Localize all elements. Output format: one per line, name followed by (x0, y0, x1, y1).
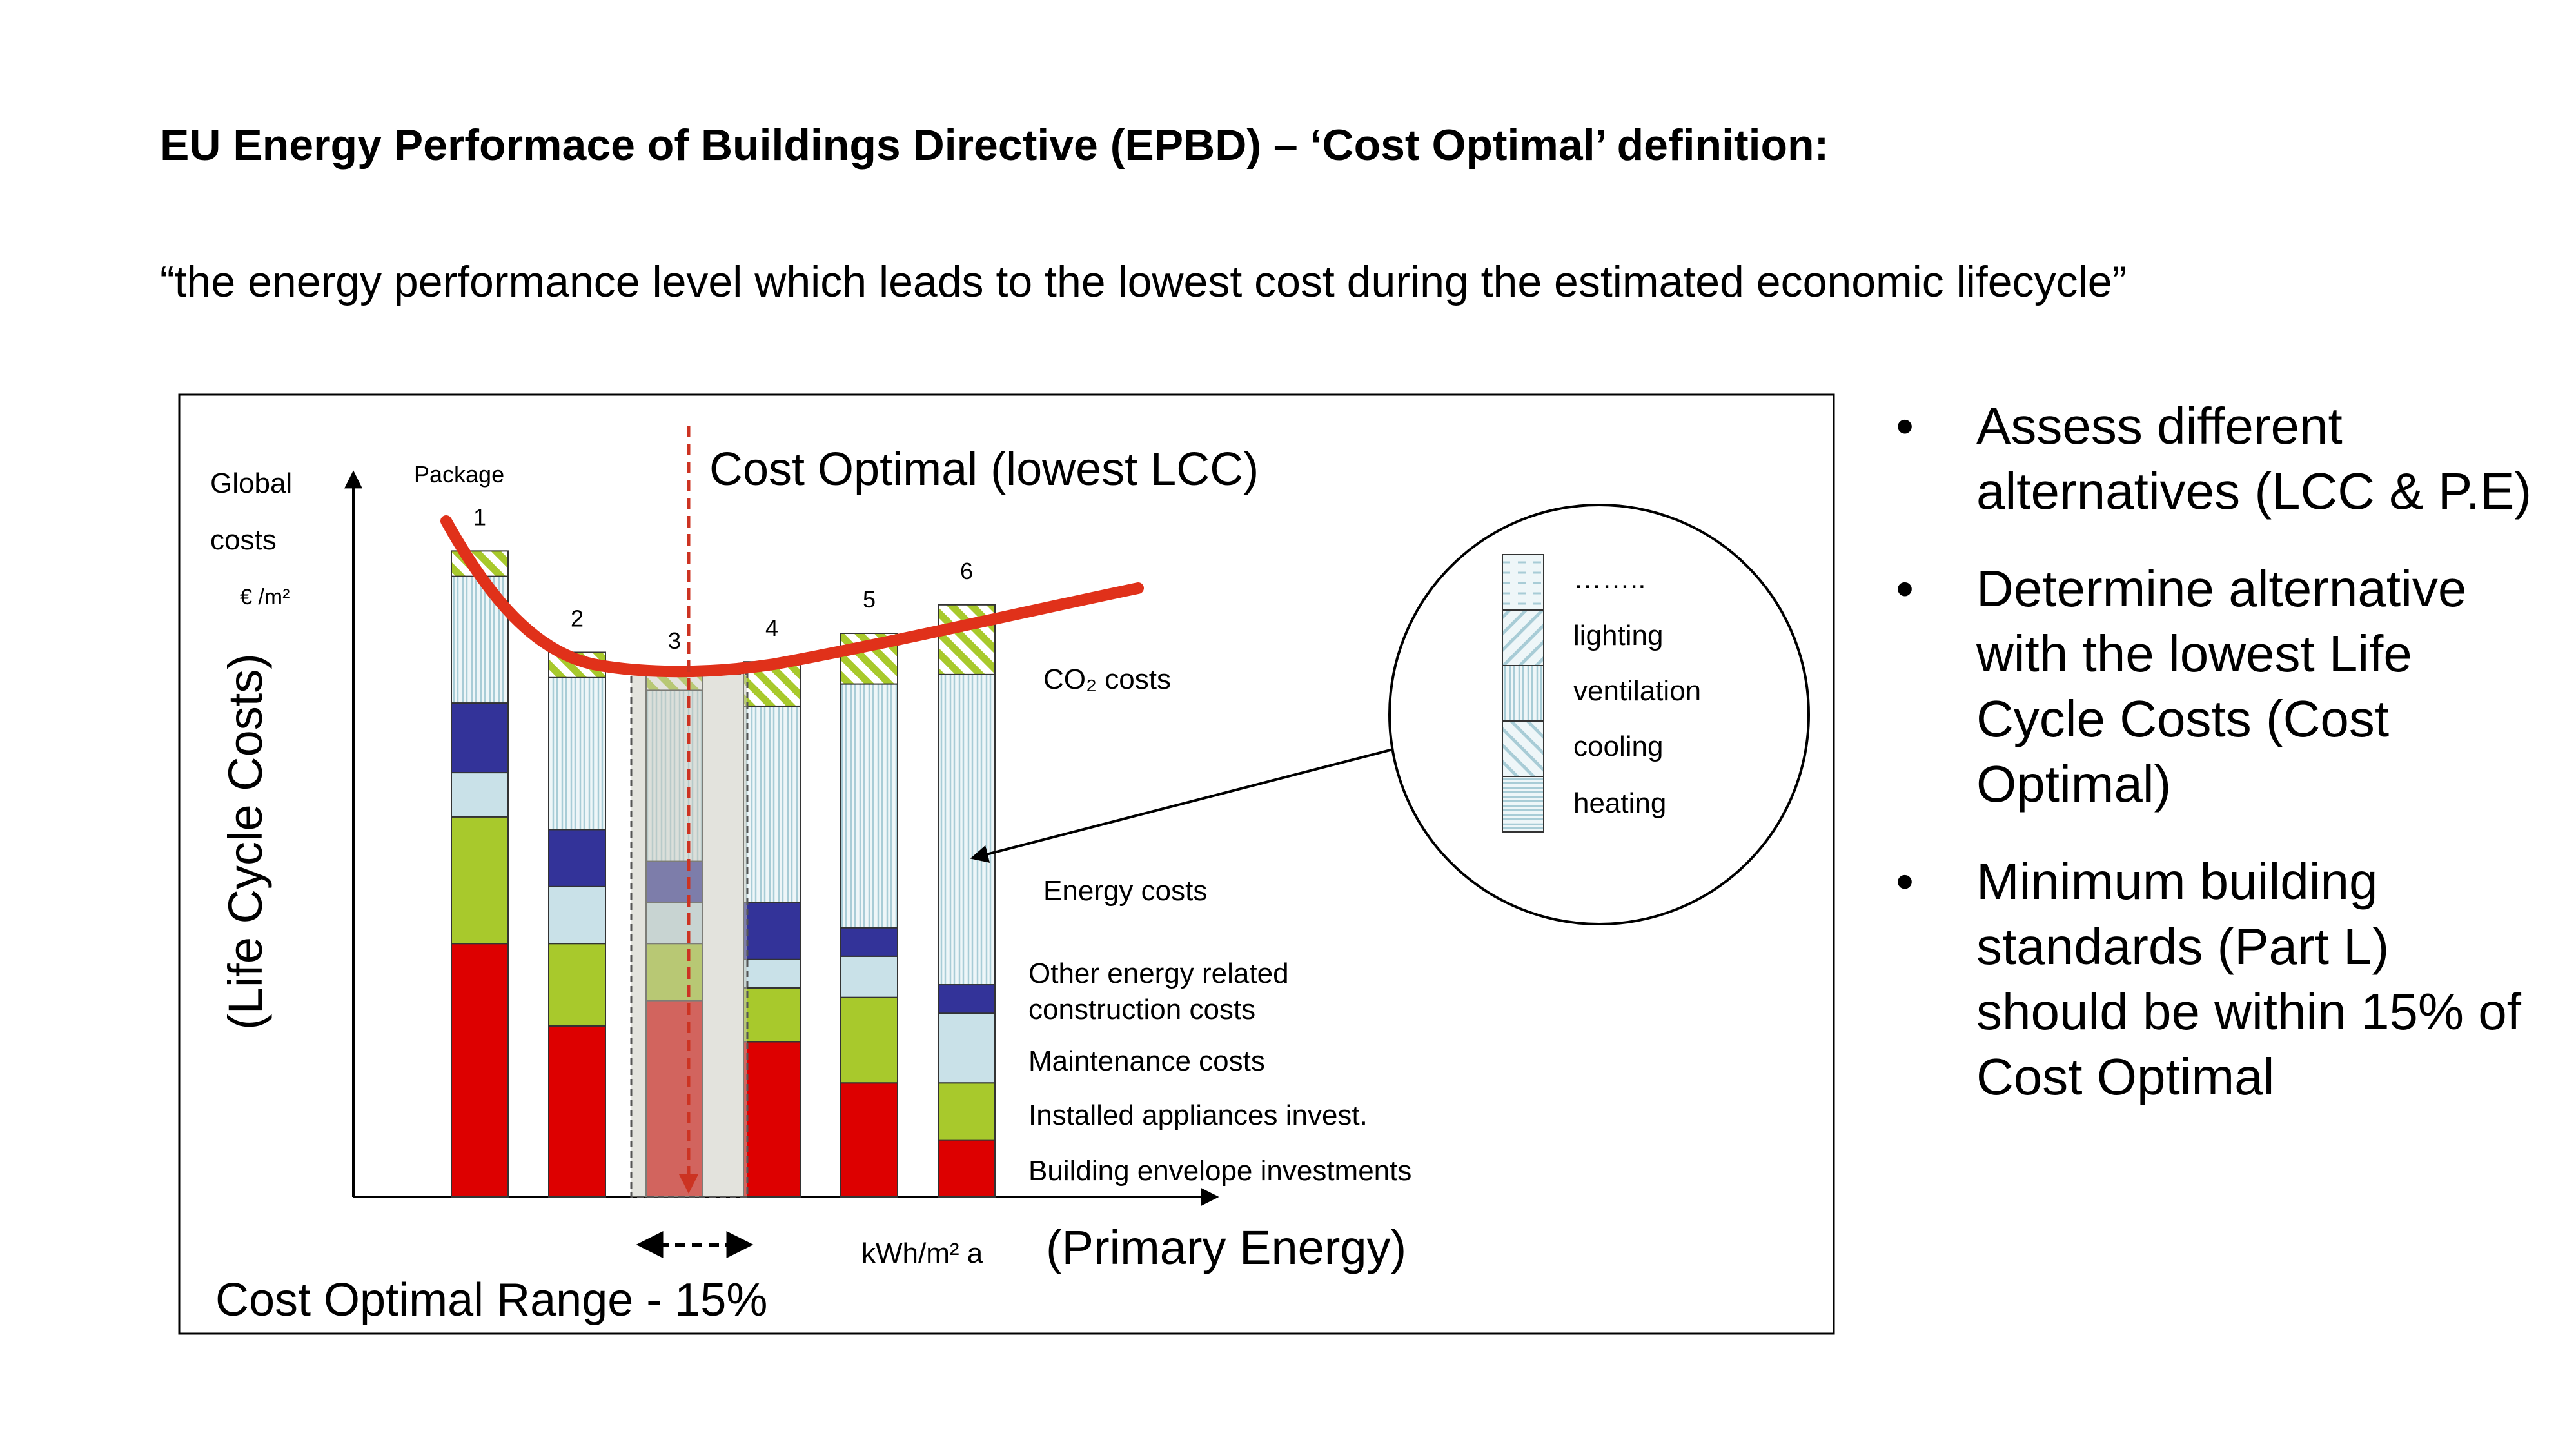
energy-breakdown-circle (1388, 504, 1810, 925)
x-axis-title: (Primary Energy) (1046, 1221, 1406, 1274)
bar-segment-energy (840, 683, 898, 929)
package-number-label: 1 (473, 504, 486, 530)
circle-segment-other (1502, 554, 1544, 611)
bar-segment-maintenance (451, 772, 509, 818)
bar-segment-other (548, 829, 606, 887)
bar-segment-envelope (840, 1082, 898, 1198)
package-number-label: 5 (863, 586, 876, 613)
y-label-costs: costs (210, 524, 277, 556)
bar-segment-envelope (451, 943, 509, 1198)
package-label: Package (414, 461, 504, 488)
range-label: Cost Optimal Range - 15% (215, 1274, 767, 1326)
package-number-label: 2 (571, 605, 584, 631)
legend-maintenance: Maintenance costs (1028, 1045, 1265, 1077)
slide-title: EU Energy Performace of Buildings Direct… (160, 121, 1829, 170)
cost-optimal-label: Cost Optimal (lowest LCC) (709, 444, 1259, 495)
circle-segment-cooling (1502, 720, 1544, 777)
bar-segment-maintenance (840, 955, 898, 998)
legend-appliances: Installed appliances invest. (1028, 1100, 1368, 1131)
bar-segment-other (840, 927, 898, 957)
bar-segment-other (451, 702, 509, 774)
lcc-curve (440, 515, 1144, 678)
bar-segment-appliances (840, 996, 898, 1084)
legend-other-2: construction costs (1028, 994, 1255, 1025)
circle-segment-heating (1502, 776, 1544, 833)
y-label-global: Global (210, 468, 292, 499)
pointer-arrow (970, 748, 1393, 863)
bullet-list: Assess different alternatives (LCC & P.E… (1896, 393, 2553, 1141)
legend-co2: CO₂ costs (1043, 664, 1171, 695)
bar-segment-energy (938, 673, 996, 986)
bar-segment-other (743, 902, 801, 960)
package-number-label: 3 (668, 627, 681, 654)
bullet-item: Assess different alternatives (LCC & P.E… (1896, 393, 2553, 524)
package-number-label: 4 (765, 615, 778, 641)
legend-other-1: Other energy related (1028, 958, 1289, 989)
bar-segment-appliances (743, 987, 801, 1043)
y-axis-title: (Life Cycle Costs) (219, 653, 272, 1030)
circle-label-heating: heating (1573, 787, 1666, 819)
circle-label-ventilation: ventilation (1573, 675, 1701, 707)
bullet-item: Minimum building standards (Part L) shou… (1896, 849, 2553, 1109)
circle-label-lighting: lighting (1573, 620, 1663, 651)
bar-segment-energy (743, 705, 801, 903)
circle-label-other: …….. (1573, 563, 1646, 595)
bar-segment-maintenance (938, 1012, 996, 1084)
bar-segment-other (938, 984, 996, 1014)
y-label-unit: € /m² (240, 585, 290, 609)
bar-segment-envelope (938, 1139, 996, 1198)
bar-segment-energy (548, 676, 606, 831)
bar-segment-appliances (451, 816, 509, 945)
bullet-item: Determine alternative with the lowest Li… (1896, 556, 2553, 816)
definition-quote: “the energy performance level which lead… (160, 257, 2127, 306)
x-unit-label: kWh/m² a (861, 1238, 983, 1269)
legend-envelope: Building envelope investments (1028, 1155, 1411, 1187)
bar-segment-envelope (548, 1025, 606, 1198)
circle-stack (1502, 554, 1544, 833)
bar-segment-appliances (938, 1082, 996, 1141)
package-number-label: 6 (960, 558, 973, 584)
bar-segment-envelope (743, 1041, 801, 1198)
circle-segment-ventilation (1502, 665, 1544, 722)
bar-segment-maintenance (743, 958, 801, 989)
bar-segment-appliances (548, 943, 606, 1027)
circle-label-cooling: cooling (1573, 731, 1663, 762)
legend-energy: Energy costs (1043, 875, 1207, 907)
circle-segment-lighting (1502, 609, 1544, 666)
bar-segment-maintenance (548, 885, 606, 945)
